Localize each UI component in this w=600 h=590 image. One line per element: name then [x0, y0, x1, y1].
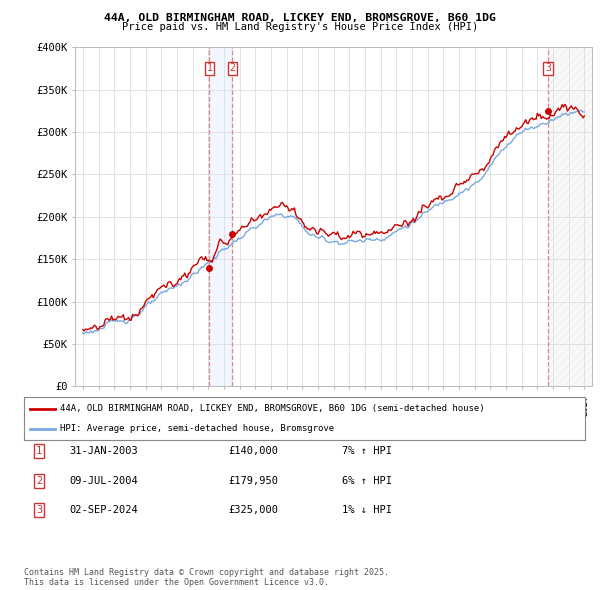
Bar	[209, 47, 232, 386]
Text: 09-JUL-2004: 09-JUL-2004	[69, 476, 138, 486]
Text: 02-SEP-2024: 02-SEP-2024	[69, 506, 138, 515]
Text: £179,950: £179,950	[228, 476, 278, 486]
Bar	[548, 47, 592, 386]
Text: Price paid vs. HM Land Registry's House Price Index (HPI): Price paid vs. HM Land Registry's House …	[122, 22, 478, 32]
Text: 2: 2	[36, 476, 42, 486]
Text: 1: 1	[206, 63, 212, 73]
Text: £325,000: £325,000	[228, 506, 278, 515]
Text: 3: 3	[545, 63, 551, 73]
Text: 1% ↓ HPI: 1% ↓ HPI	[342, 506, 392, 515]
Text: 3: 3	[36, 506, 42, 515]
Text: £140,000: £140,000	[228, 447, 278, 456]
Text: 44A, OLD BIRMINGHAM ROAD, LICKEY END, BROMSGROVE, B60 1DG: 44A, OLD BIRMINGHAM ROAD, LICKEY END, BR…	[104, 13, 496, 23]
Text: 6% ↑ HPI: 6% ↑ HPI	[342, 476, 392, 486]
Text: Contains HM Land Registry data © Crown copyright and database right 2025.
This d: Contains HM Land Registry data © Crown c…	[24, 568, 389, 587]
Text: 7% ↑ HPI: 7% ↑ HPI	[342, 447, 392, 456]
Text: 1: 1	[36, 447, 42, 456]
Text: 44A, OLD BIRMINGHAM ROAD, LICKEY END, BROMSGROVE, B60 1DG (semi-detached house): 44A, OLD BIRMINGHAM ROAD, LICKEY END, BR…	[61, 405, 485, 414]
Text: HPI: Average price, semi-detached house, Bromsgrove: HPI: Average price, semi-detached house,…	[61, 424, 335, 434]
Text: 2: 2	[229, 63, 235, 73]
Text: 31-JAN-2003: 31-JAN-2003	[69, 447, 138, 456]
